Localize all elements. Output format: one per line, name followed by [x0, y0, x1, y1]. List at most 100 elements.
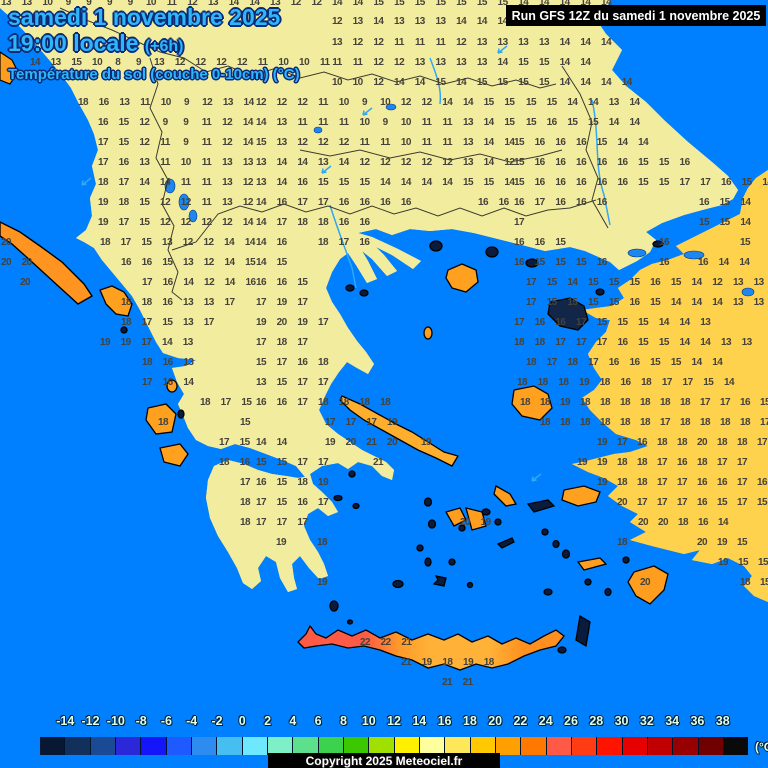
- wind-arrow-icons: [81, 45, 542, 482]
- island-samos: [561, 485, 601, 507]
- island-tilos: [604, 587, 612, 597]
- parameter-title: Température du sol (couche 0-10cm) (°C): [8, 66, 300, 83]
- colorbar-label: 16: [437, 714, 452, 728]
- colorbar-box: [469, 737, 495, 755]
- copyright-bar: Copyright 2025 Meteociel.fr: [268, 753, 500, 768]
- colorbar-label: 38: [715, 714, 730, 728]
- colorbar-unit-label: (°C): [755, 740, 768, 754]
- colorbar-label: 26: [564, 714, 578, 728]
- colorbar-label: 18: [462, 714, 477, 728]
- colorbar-box: [114, 737, 141, 755]
- date-title: samedi 1 novembre 2025: [8, 4, 281, 30]
- island-skyros: [423, 326, 433, 340]
- valid-time-title: 19:00 locale (+6h): [8, 30, 183, 57]
- island-nisyros: [584, 578, 592, 586]
- lakes: [164, 103, 755, 297]
- island-corfu: [99, 285, 133, 317]
- island-kos: [576, 557, 608, 571]
- colorbar-box: [292, 737, 318, 755]
- colorbar-label: 28: [589, 714, 604, 728]
- colorbar-box: [317, 737, 343, 755]
- colorbar-label: 14: [412, 714, 427, 728]
- colorbar-box: [570, 737, 597, 755]
- island-syros: [458, 524, 466, 532]
- island-anafi: [466, 581, 474, 589]
- colorbar-label: 2: [264, 714, 272, 728]
- island-gokceada: [525, 258, 539, 268]
- island-astypalaia: [543, 588, 553, 596]
- island-paros: [445, 507, 467, 527]
- island-spetses: [352, 502, 360, 510]
- island-sporades-2: [359, 289, 369, 297]
- colorbar-box: [368, 737, 394, 755]
- copyright-label: Copyright 2025 Meteociel.fr: [305, 753, 463, 768]
- colorbar-box: [418, 737, 445, 755]
- island-marmara: [652, 240, 664, 248]
- islands: [99, 240, 669, 671]
- colorbar-box: [596, 737, 622, 755]
- island-hydra: [333, 494, 343, 502]
- island-rhodes: [627, 565, 669, 605]
- colorbar-box: [672, 737, 698, 755]
- colorbar-box: [621, 737, 647, 755]
- colorbar-box: [697, 737, 723, 755]
- colorbar-label: -8: [135, 714, 147, 728]
- island-amorgos: [496, 537, 515, 549]
- colorbar-label: 34: [665, 714, 680, 728]
- colorbar-label: 0: [238, 714, 246, 728]
- colorbar-box: [722, 737, 749, 755]
- island-andros: [493, 485, 518, 507]
- colorbar-label: -10: [106, 714, 125, 728]
- run-info-box: Run GFS 12Z du samedi 1 novembre 2025: [506, 5, 766, 26]
- island-bozcaada: [595, 288, 605, 296]
- colorbar-box: [89, 737, 115, 755]
- forecast-hour-label: (+6h): [144, 38, 184, 55]
- colorbar-box: [444, 737, 470, 755]
- island-ithaca: [177, 409, 185, 419]
- island-patmos: [541, 528, 549, 536]
- colorbar-box: [165, 737, 191, 755]
- island-leros: [552, 539, 560, 549]
- colorbar-label: -12: [81, 714, 100, 728]
- island-naxos: [465, 507, 487, 531]
- colorbar-box: [266, 737, 293, 755]
- run-info-label: Run GFS 12Z du samedi 1 novembre 2025: [511, 8, 761, 23]
- colorbar-box: [40, 737, 65, 755]
- island-sifnos: [424, 557, 432, 567]
- island-kalymnos: [561, 549, 571, 559]
- colorbar-label: 6: [314, 714, 322, 728]
- colorbar-label: 12: [387, 714, 401, 728]
- colorbar-box: [64, 737, 90, 755]
- island-thasos: [429, 240, 443, 252]
- island-limnos: [445, 263, 479, 293]
- island-lesbos: [547, 297, 589, 331]
- island-kythnos: [427, 519, 437, 529]
- island-symi: [622, 556, 630, 564]
- colorbar-label: 36: [690, 714, 705, 728]
- island-zakynthos: [159, 443, 189, 467]
- island-aegina: [348, 470, 356, 478]
- colorbar-label: 20: [488, 714, 503, 728]
- colorbar-box: [140, 737, 166, 755]
- colorbar-box: [190, 737, 217, 755]
- island-karpathos: [575, 614, 591, 648]
- island-sporades-1: [345, 284, 355, 292]
- island-milos: [392, 579, 404, 589]
- colorbar-label: 24: [538, 714, 553, 728]
- colorbar-label: 30: [614, 714, 629, 728]
- island-cephalonia: [145, 403, 177, 435]
- colorbar-box: [494, 737, 521, 755]
- colorbar-label: -2: [211, 714, 223, 728]
- italy-coast-strip: [0, 51, 19, 85]
- island-chios: [511, 385, 553, 421]
- colorbar-box: [241, 737, 267, 755]
- island-santorini: [432, 575, 447, 587]
- island-lefkada: [166, 379, 178, 393]
- colorbar-label: -14: [56, 714, 75, 728]
- colorbar-label: -4: [186, 714, 198, 728]
- island-ikaria: [526, 499, 556, 513]
- colorbar-label: 4: [289, 714, 297, 728]
- island-kasos: [557, 646, 567, 654]
- rivers: [329, 57, 611, 289]
